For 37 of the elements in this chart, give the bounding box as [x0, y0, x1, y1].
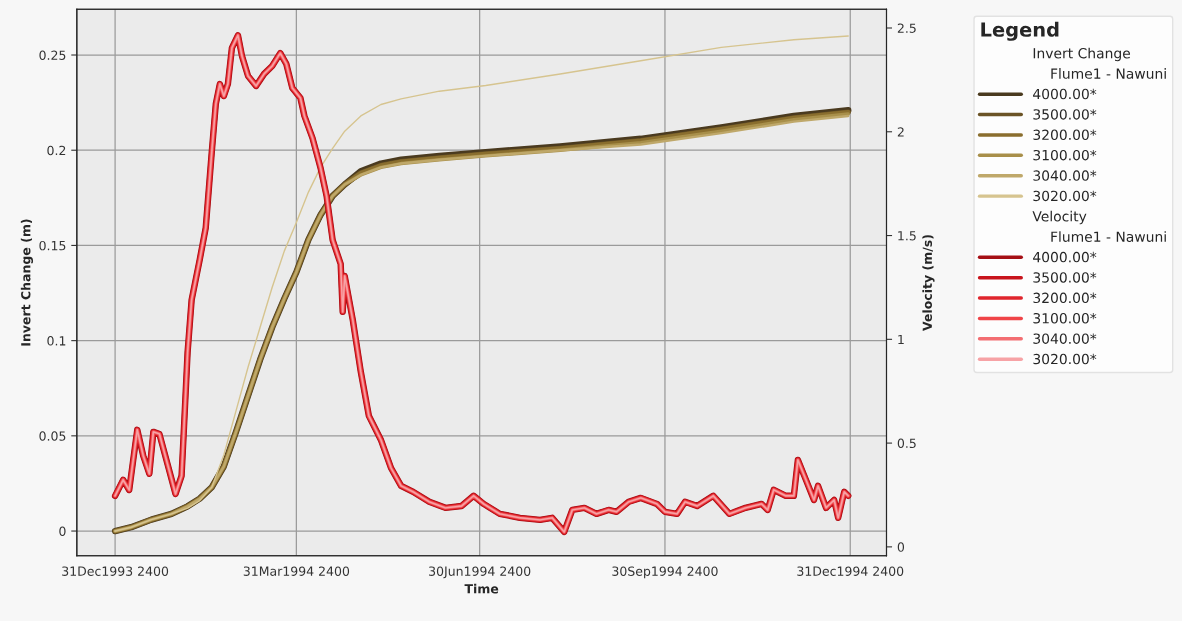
x-axis-title: Time — [464, 583, 499, 594]
y2-axis-title: Velocity (m/s) — [922, 235, 935, 331]
legend-label: 3040.00* — [1033, 170, 1097, 181]
y-axis-title: Invert Change (m) — [20, 219, 34, 346]
x-tick-label: 31Dec1993 2400 — [62, 566, 169, 576]
legend-label: 3200.00* — [1033, 292, 1097, 304]
y-tick-label: 0.15 — [39, 240, 66, 251]
text: Velocity — [1032, 210, 1087, 225]
legend-title: Legend — [981, 21, 1059, 41]
legend-label: 3200.00* — [1033, 129, 1097, 141]
x-tick-label: 31Mar1994 2400 — [243, 566, 350, 576]
y2-tick-label: 1 — [898, 334, 904, 345]
y2-tick-label: 2.5 — [897, 23, 916, 33]
y-tick-label: 0.25 — [39, 50, 66, 60]
legend-label: 3020.00* — [1033, 353, 1097, 365]
y2-tick-label: 2 — [897, 127, 904, 137]
y2-tick-label: 0 — [897, 542, 905, 552]
legend-label: 4000.00* — [1033, 88, 1097, 100]
legend-label: 3040.00* — [1033, 333, 1097, 344]
legend-label: 4000.00* — [1033, 251, 1097, 263]
legend-label: 3500.00* — [1033, 272, 1097, 283]
y-tick-label: 0.05 — [39, 431, 66, 441]
text: Flume1 - Nawuni — [1051, 68, 1166, 79]
y2-tick-label: 1.5 — [898, 231, 916, 241]
x-tick-label: 31Dec1994 2400 — [797, 566, 904, 576]
text: Invert Change — [1033, 47, 1131, 62]
text: Flume1 - Nawuni — [1051, 231, 1166, 242]
y-tick-label: 0.2 — [47, 145, 66, 156]
legend-label: 3500.00* — [1033, 109, 1097, 120]
x-tick-label: 30Jun1994 2400 — [429, 566, 531, 579]
y-tick-label: 0 — [59, 526, 66, 536]
y2-tick-label: 0.5 — [897, 438, 916, 449]
legend-label: 3100.00* — [1033, 149, 1097, 161]
x-tick-label: 30Sep1994 2400 — [612, 566, 718, 579]
legend-label: 3020.00* — [1033, 190, 1097, 202]
legend-label: 3100.00* — [1033, 313, 1097, 324]
y-tick-label: 0.1 — [47, 336, 66, 346]
